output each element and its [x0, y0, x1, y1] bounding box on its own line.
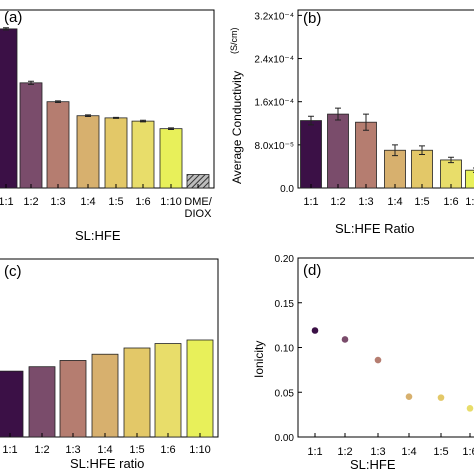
xtick-label-d-1: 1:2: [337, 446, 352, 458]
panel-b-xlabel: SL:HFE Ratio: [335, 221, 414, 236]
bar-c-0: [0, 370, 24, 438]
xtick-label-d-0: 1:1: [307, 446, 322, 458]
xtick-label-c-3: 1:4: [97, 444, 112, 456]
point-d-2: [374, 356, 382, 364]
xtick-label-b-5: 1:6: [443, 196, 458, 208]
bar-b-0: [300, 120, 322, 189]
bar-c-3: [91, 353, 119, 438]
panel-c-xlabel: SL:HFE ratio: [70, 456, 144, 471]
bar-a-2: [46, 101, 70, 189]
errorbar-b-5: [448, 156, 454, 164]
errorbar-b-4: [419, 145, 425, 156]
panel-d: 0.000.050.100.150.20 1:11:21:31:41:51:6 …: [252, 254, 474, 472]
ytick-label-b-1: 8.0x10⁻⁵: [255, 141, 294, 152]
xtick-label-a-7-b: DIOX: [185, 208, 213, 220]
bar-c-5: [154, 343, 182, 438]
bar-b-2: [355, 121, 377, 189]
xtick-label-a-3: 1:4: [80, 196, 95, 208]
xtick-label-a-6: 1:10: [160, 196, 181, 208]
panel-d-letter: (d): [303, 262, 321, 279]
panel-a: 1:1 1:2 1:3 1:4 1:5 1:6 1:10 DME/DIOX (a) SL:HF…: [0, 9, 215, 243]
xtick-label-b-1: 1:2: [330, 196, 345, 208]
ytick-label-d-1: 0.05: [275, 388, 295, 399]
xtick-label-a-1: 1:2: [23, 196, 38, 208]
ytick-label-d-0: 0.00: [275, 433, 295, 444]
ytick-label-d-3: 0.15: [275, 299, 295, 310]
bar-c-4: [123, 347, 151, 438]
bar-b-5: [440, 159, 462, 189]
panel-b-letter: (b): [303, 10, 321, 27]
xtick-label-c-6: 1:10: [189, 444, 210, 456]
panel-d-ylabel: Ionicity: [252, 341, 266, 378]
xtick-label-a-0: 1:1: [0, 196, 14, 208]
errorbar-a-3: [85, 114, 91, 118]
point-d-5: [466, 405, 474, 412]
xtick-label-d-3: 1:4: [401, 446, 416, 458]
xtick-label-a-2: 1:3: [50, 196, 65, 208]
xtick-label-b-6: 1:10: [465, 196, 474, 208]
errorbar-b-1: [335, 107, 341, 121]
xtick-label-c-5: 1:6: [160, 444, 175, 456]
ytick-label-b-4: 3.2x10⁻⁴: [254, 11, 294, 22]
errorbar-a-1: [28, 80, 34, 85]
panel-c: 1:1 1:2 1:3 1:4 1:5 1:6 1:10 (c) SL:HFE ratio: [0, 258, 219, 471]
errorbar-b-3: [392, 144, 398, 157]
xtick-label-d-5: 1:6: [462, 446, 474, 458]
xtick-label-c-0: 1:1: [2, 444, 17, 456]
panel-b-yunit: (S/cm): [229, 28, 239, 55]
panel-b-ylabel: Average Conductivity: [230, 71, 244, 184]
bar-c-1: [28, 366, 56, 438]
xtick-label-c-4: 1:5: [129, 444, 144, 456]
bar-b-6: [465, 169, 474, 189]
xtick-label-a-4: 1:5: [108, 196, 123, 208]
point-d-0: [311, 327, 319, 334]
xtick-label-a-7: DME/: [184, 196, 212, 208]
bar-c-6: [186, 339, 214, 438]
panel-a-xlabel: SL:HFE: [75, 228, 121, 243]
panel-b: 0.0 8.0x10⁻⁵ 1.6x10⁻⁴ 2.4x10⁻⁴ 3.2x10⁻⁴ 1:1 1…: [229, 9, 474, 236]
bar-a-3: [76, 115, 100, 189]
bar-b-4: [411, 149, 433, 189]
ytick-label-b-3: 2.4x10⁻⁴: [254, 55, 294, 66]
errorbar-a-2: [55, 100, 61, 104]
bar-a-1: [19, 82, 43, 189]
errorbar-a-5: [140, 119, 146, 123]
ytick-label-d-4: 0.20: [275, 254, 295, 265]
errorbar-a-6: [168, 127, 174, 130]
bar-a-6: [159, 128, 183, 189]
panel-d-xlabel: SL:HFE: [350, 457, 396, 472]
point-d-4: [437, 394, 445, 401]
xtick-label-b-3: 1:4: [387, 196, 402, 208]
bar-c-2: [59, 360, 87, 438]
bar-a-4: [104, 117, 128, 189]
ytick-label-b-2: 1.6x10⁻⁴: [254, 98, 294, 109]
bar-a-0: [0, 28, 18, 189]
ytick-label-d-2: 0.10: [275, 344, 295, 355]
point-d-3: [405, 393, 413, 401]
xtick-label-c-1: 1:2: [34, 444, 49, 456]
panel-d-frame: [297, 257, 474, 438]
xtick-label-b-4: 1:5: [414, 196, 429, 208]
panel-c-letter: (c): [4, 263, 22, 280]
xtick-label-d-4: 1:5: [433, 446, 448, 458]
xtick-label-b-2: 1:3: [358, 196, 373, 208]
panel-a-letter: (a): [4, 9, 22, 26]
xtick-label-c-2: 1:3: [65, 444, 80, 456]
bar-b-1: [327, 113, 349, 189]
errorbar-a-0: [3, 27, 9, 31]
bar-a-5: [131, 120, 155, 189]
xtick-label-d-2: 1:3: [370, 446, 385, 458]
errorbar-a-4: [113, 116, 119, 119]
xtick-label-b-0: 1:1: [303, 196, 318, 208]
point-d-1: [341, 336, 349, 343]
ytick-label-b-0: 0.0: [280, 184, 294, 195]
errorbar-b-0: [308, 115, 314, 126]
xtick-label-a-5: 1:6: [135, 196, 150, 208]
errorbar-b-2: [363, 113, 369, 131]
